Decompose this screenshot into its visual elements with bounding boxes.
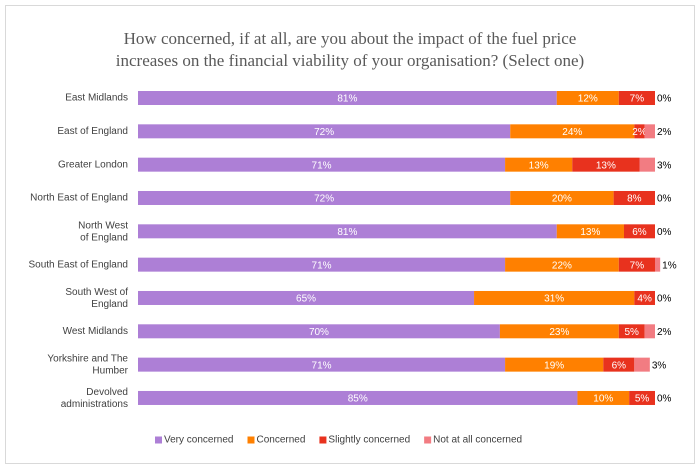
value-label: 5% xyxy=(635,394,650,405)
bar-segment xyxy=(138,224,557,239)
value-label: 12% xyxy=(578,94,598,105)
y-tick-label: East of England xyxy=(57,126,128,137)
bar-segment xyxy=(138,91,557,105)
legend-swatch xyxy=(247,436,255,444)
value-label: 71% xyxy=(312,160,332,171)
bar-segment xyxy=(138,357,506,372)
bar-segment xyxy=(138,324,500,339)
value-label: 8% xyxy=(627,194,642,205)
bar-segment xyxy=(618,91,655,105)
value-label: 3% xyxy=(652,360,667,371)
value-label: 81% xyxy=(337,227,357,238)
bar-segment xyxy=(556,91,619,105)
value-label: 10% xyxy=(593,394,613,405)
bar-segment xyxy=(474,290,635,305)
value-label: 13% xyxy=(529,160,549,171)
value-label: 0% xyxy=(657,227,672,238)
bar-segment xyxy=(644,324,655,339)
value-label: 71% xyxy=(312,360,332,371)
bar-segment xyxy=(655,257,661,272)
value-label: 6% xyxy=(612,360,627,371)
legend-label: Very concerned xyxy=(164,435,234,446)
bar-segment xyxy=(644,124,655,139)
y-tick-label: North West of England xyxy=(78,220,128,243)
value-label: 3% xyxy=(657,160,672,171)
value-label: 0% xyxy=(657,194,672,205)
bar-segment xyxy=(618,257,655,272)
bar-segment xyxy=(634,290,655,305)
y-tick-label: South West of England xyxy=(65,287,128,310)
value-label: 20% xyxy=(552,194,572,205)
value-label: 70% xyxy=(309,327,329,338)
bar-segment xyxy=(505,257,619,272)
bar-segment xyxy=(138,157,506,172)
value-label: 72% xyxy=(314,194,334,205)
legend-label: Not at all concerned xyxy=(433,435,522,446)
value-label: 31% xyxy=(544,294,564,305)
legend-label: Slightly concerned xyxy=(328,435,410,446)
bar-segment xyxy=(505,357,604,372)
legend-label: Concerned xyxy=(257,435,306,446)
value-label: 13% xyxy=(596,160,616,171)
bar-segment xyxy=(629,390,655,405)
y-tick-label: West Midlands xyxy=(63,326,128,337)
value-label: 65% xyxy=(296,294,316,305)
y-tick-label: Greater London xyxy=(58,159,128,170)
value-label: 7% xyxy=(630,260,645,271)
value-label: 5% xyxy=(625,327,640,338)
y-tick-label: East Midlands xyxy=(65,93,128,104)
value-label: 0% xyxy=(657,294,672,305)
value-label: 81% xyxy=(337,94,357,105)
bar-segment xyxy=(138,124,511,139)
value-label: 22% xyxy=(552,260,572,271)
bar-segment xyxy=(639,157,655,172)
value-label: 2% xyxy=(657,127,672,138)
bar-segment xyxy=(634,357,650,372)
y-tick-label: South East of England xyxy=(28,259,128,270)
value-label: 1% xyxy=(662,260,677,271)
value-label: 6% xyxy=(632,227,647,238)
bar-segment xyxy=(138,257,506,272)
bar-segment xyxy=(138,290,475,305)
y-tick-label: Devolved administrations xyxy=(61,387,128,410)
value-label: 13% xyxy=(580,227,600,238)
bar-segment xyxy=(618,324,645,339)
value-label: 2% xyxy=(632,127,647,138)
legend-swatch xyxy=(155,436,162,444)
legend-swatch xyxy=(319,436,327,444)
bar-segment xyxy=(577,390,630,405)
legend-swatch xyxy=(424,436,432,444)
value-label: 0% xyxy=(657,94,672,105)
bar-segment xyxy=(556,224,624,239)
bar-segment xyxy=(138,190,511,205)
bar-segment xyxy=(499,324,619,339)
bar-segment xyxy=(634,124,645,139)
bar-segment xyxy=(138,390,578,405)
bar-segment xyxy=(510,190,614,205)
chart-title: How concerned, if at all, are you about … xyxy=(116,29,584,70)
y-tick-label: Yorkshire and The Humber xyxy=(47,353,128,376)
bar-segment xyxy=(613,190,655,205)
value-label: 4% xyxy=(637,294,652,305)
bar-segment xyxy=(572,157,640,172)
bar-segment xyxy=(510,124,635,139)
value-label: 85% xyxy=(348,394,368,405)
value-label: 19% xyxy=(544,360,564,371)
value-label: 71% xyxy=(312,260,332,271)
bar-segment xyxy=(505,157,573,172)
value-label: 24% xyxy=(562,127,582,138)
value-label: 72% xyxy=(314,127,334,138)
y-tick-label: North East of England xyxy=(30,193,128,204)
value-label: 2% xyxy=(657,327,672,338)
value-label: 0% xyxy=(657,394,672,405)
bar-segment xyxy=(603,357,635,372)
value-label: 7% xyxy=(630,94,645,105)
bar-segment xyxy=(623,224,655,239)
value-label: 23% xyxy=(549,327,569,338)
